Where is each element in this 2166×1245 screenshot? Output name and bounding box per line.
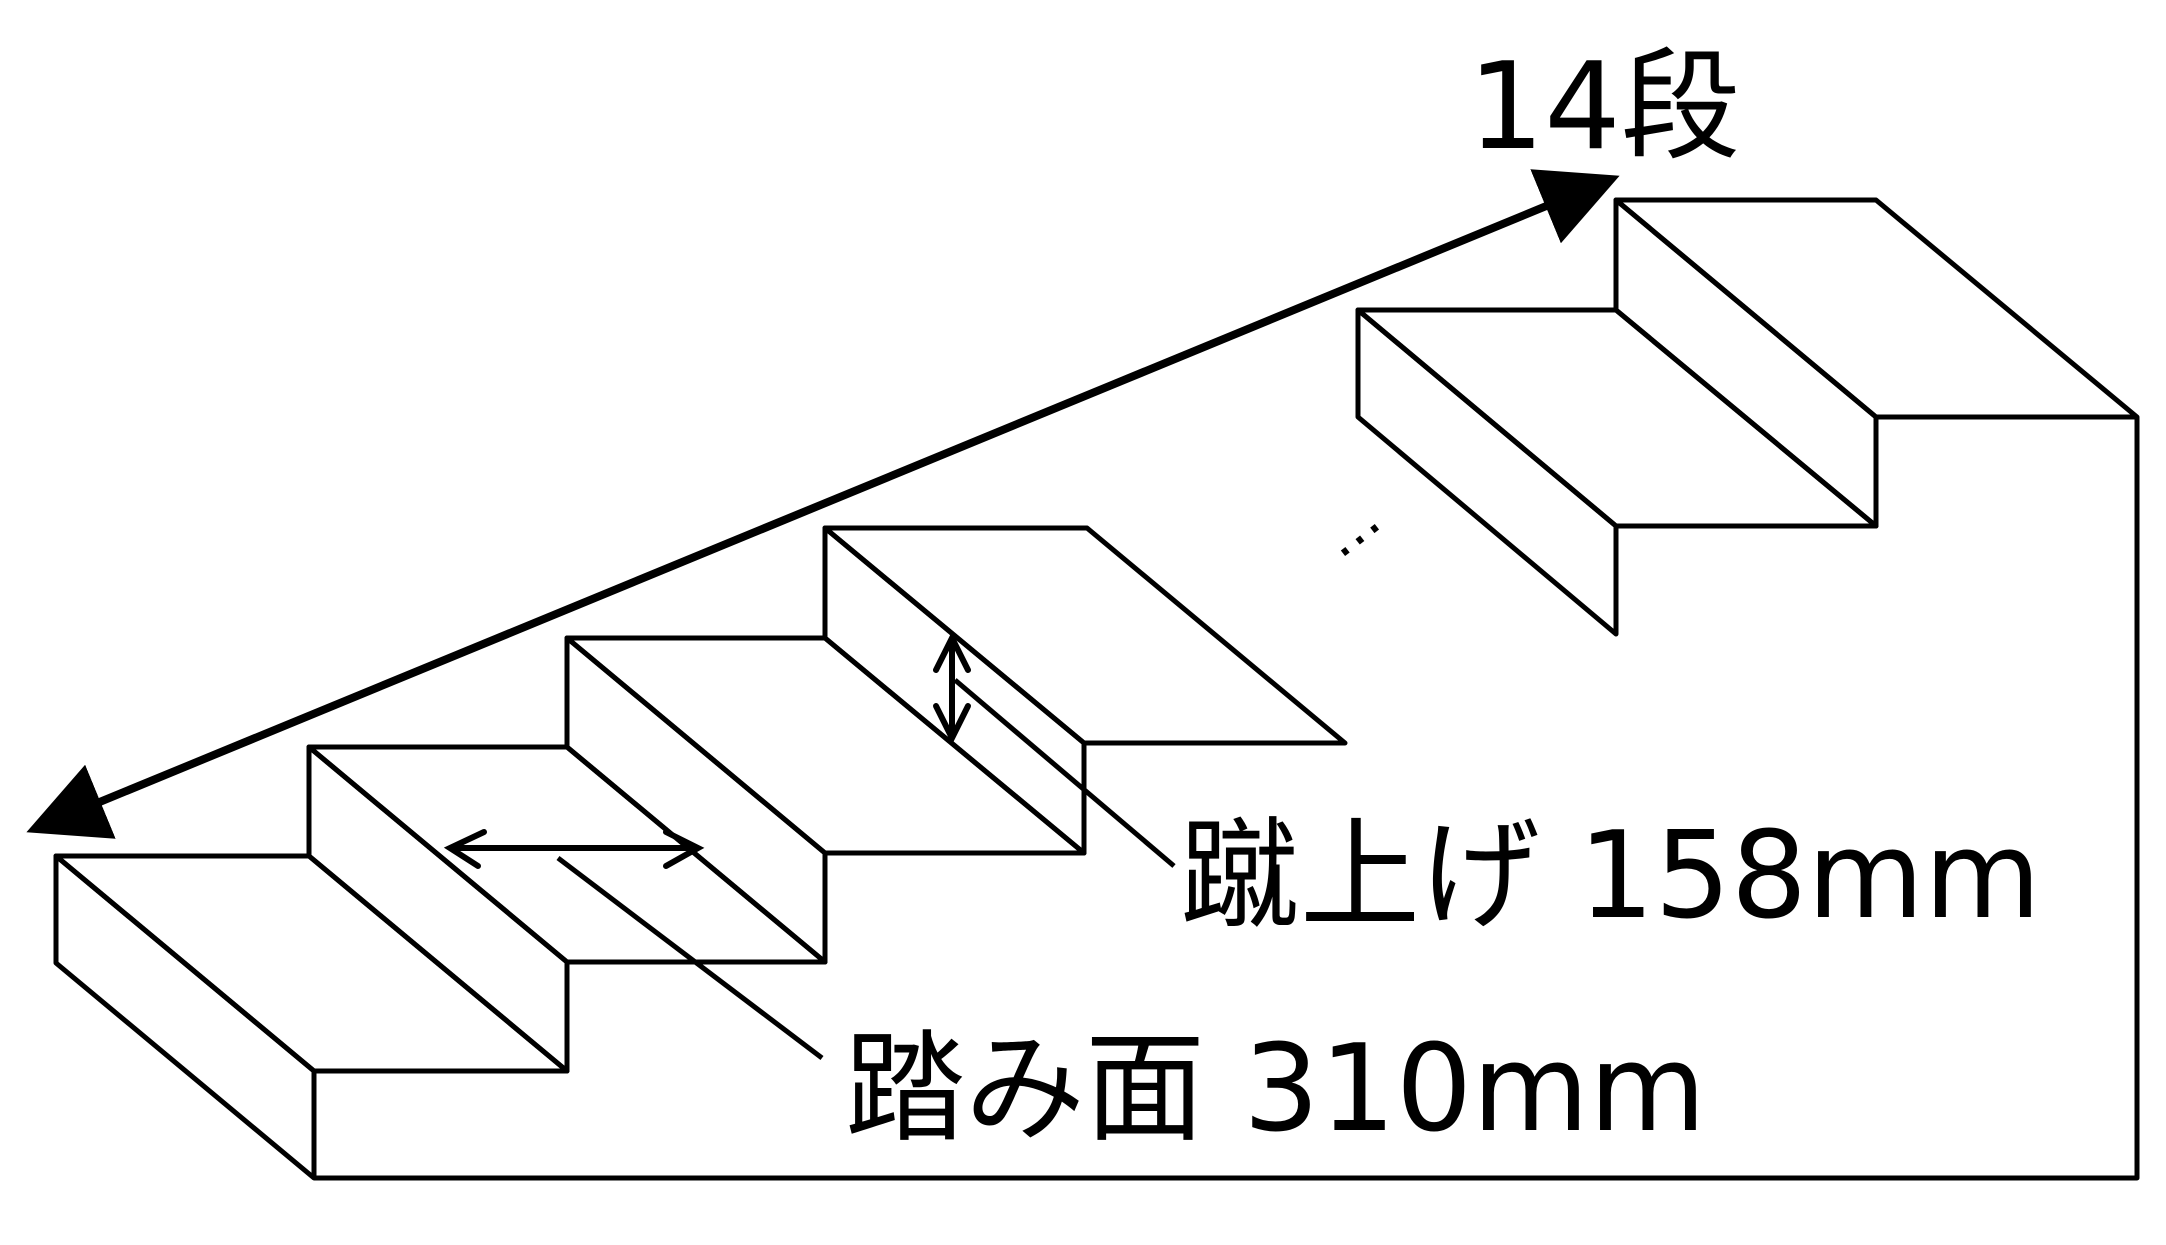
step-2-tread (306, 744, 828, 965)
tread-leader (556, 856, 824, 1060)
tread-arrowhead-left (443, 829, 487, 869)
tread-arrowhead-right (663, 829, 705, 869)
step-14-tread (1613, 197, 2140, 420)
step-13-tread (1355, 307, 1879, 529)
step-1-tread (53, 853, 570, 1074)
step-13-riser (1355, 307, 1619, 637)
step-1-riser-side (53, 853, 317, 1181)
riser-leader (953, 678, 1176, 868)
upper-stairs (1355, 197, 2140, 637)
step-14-riser (1613, 197, 1879, 529)
step-3-tread (564, 635, 1087, 856)
total-steps-arrow (26, 169, 1620, 839)
wall-outline (314, 417, 2140, 1181)
tread-label: 踏み面 310mm (845, 1020, 1706, 1159)
riser-arrowhead-top (933, 631, 971, 673)
ellipsis-label: … (1309, 485, 1393, 571)
step-count-label: 14段 (1468, 38, 1741, 177)
step-3-riser (564, 635, 828, 965)
riser-arrowhead-bottom (933, 703, 971, 745)
step-4-tread (822, 525, 1348, 746)
step-2-riser (306, 744, 570, 1074)
riser-label: 蹴上げ 158mm (1180, 807, 2041, 946)
